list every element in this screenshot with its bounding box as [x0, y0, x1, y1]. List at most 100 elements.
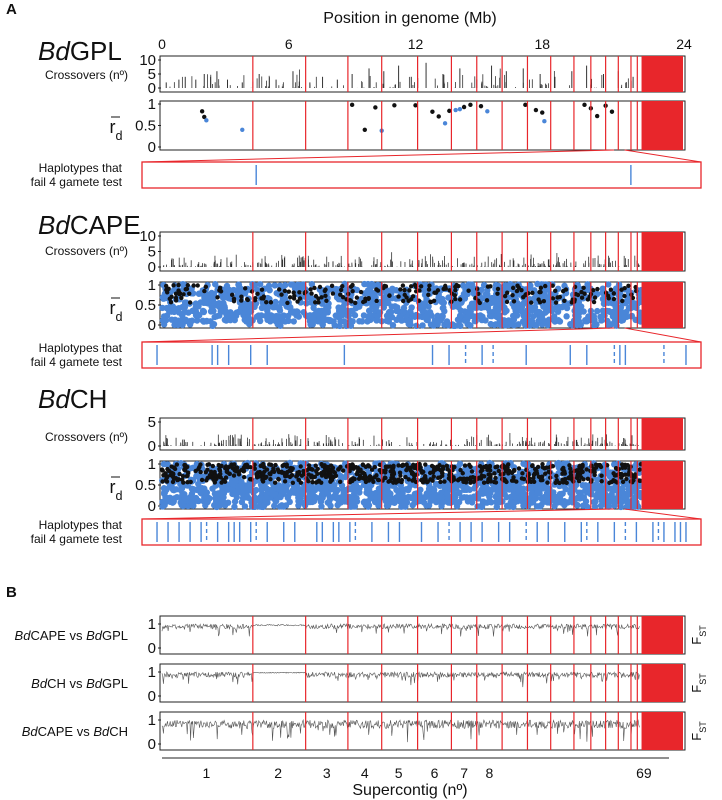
pop-2-rd-black-5	[301, 468, 306, 474]
pop-1-rd-blue-973	[383, 317, 390, 324]
pop-2-rd-black-480	[252, 466, 257, 471]
pop-1-rd-blue-887	[209, 303, 217, 310]
pop-1-rd-small-contigs-block	[641, 282, 683, 328]
pop-1-rd-blue-990	[311, 317, 318, 324]
pop-2-rd-blue-1346	[306, 485, 313, 492]
pop-1-rd-black-79	[619, 287, 624, 292]
pop-1-rd-black-30	[542, 283, 548, 289]
pop-2-rd-black-599	[160, 468, 165, 473]
pop-2-rd-blue-969	[579, 502, 587, 509]
pop-2-rd-blue-1090	[617, 503, 625, 511]
pop-0-rd-point-1-5	[457, 106, 463, 112]
pop-1-rd-blue-956	[501, 304, 508, 311]
pop-2-rd-black-58	[252, 462, 257, 467]
pop-2-rd-black-553	[599, 473, 604, 478]
pop-2-rd-blue-1459	[192, 494, 200, 502]
pop-2-rd-blue-1410	[347, 485, 354, 493]
pop-2-rd-black-153	[397, 470, 403, 475]
fst-1-comparison-label-part-1: CH	[47, 676, 66, 691]
pop-2-rd-blue-1488	[204, 498, 211, 506]
pop-1-rd-blue-1006	[368, 300, 376, 307]
pop-2-rd-black-161	[554, 478, 559, 483]
pop-2-rd-blue-1465	[458, 494, 466, 501]
pop-1-rd-blue-628	[210, 320, 218, 328]
pop-1-rd-black-139	[217, 285, 223, 291]
pop-1-rd-black-135	[202, 288, 207, 294]
pop-2-rd-black-522	[267, 471, 272, 476]
pop-1-rd-blue-450	[541, 290, 548, 298]
pop-0-rd-ylabel-part-0: r	[109, 117, 115, 137]
pop-2-zoom-right	[624, 508, 702, 520]
pop-2-rd-black-544	[632, 474, 638, 479]
pop-1-rd-black-157	[541, 299, 547, 304]
pop-2-rd-blue-1243	[391, 499, 398, 506]
pop-1-rd-blue-1055	[200, 308, 207, 315]
pop-2-rd-black-399	[396, 477, 401, 482]
pop-2-rd-black-375	[360, 475, 365, 481]
fst-2-comparison-label-part-4: CH	[109, 724, 128, 739]
pop-2-rd-black-623	[438, 479, 443, 485]
pop-2-rd-black-121	[624, 476, 629, 482]
pop-2-rd-black-581	[260, 470, 266, 476]
pop-2-rd-black-541	[268, 476, 273, 482]
pop-1-rd-black-118	[330, 291, 336, 296]
pop-1-rd-black-161	[181, 292, 186, 297]
bottom-axis-tick-7: 8	[486, 765, 494, 781]
pop-1-rd-blue-798	[188, 317, 196, 324]
pop-1-rd-blue-935	[179, 321, 186, 329]
pop-1-rd-blue-972	[265, 303, 272, 311]
pop-2-rd-black-549	[315, 471, 320, 477]
pop-1-rd-blue-901	[423, 295, 430, 303]
pop-1-rd-black-109	[431, 298, 437, 304]
pop-2-rd-black-508	[528, 479, 534, 485]
pop-2-rd-black-565	[204, 478, 209, 483]
pop-1-rd-black-136	[185, 283, 191, 288]
pop-1-rd-blue-791	[212, 281, 219, 288]
pop-2-rd-black-621	[504, 466, 510, 472]
pop-2-rd-blue-1293	[567, 489, 574, 497]
pop-1-rd-blue-698	[457, 322, 464, 330]
fst-2-fst-ylabel-main: F	[689, 733, 704, 741]
fst-0-comparison-label-part-2: vs	[66, 628, 86, 643]
pop-1-rd-black-38	[418, 284, 424, 289]
fst-2-ytick-1: 0	[148, 736, 156, 753]
pop-0-rd-ytick-0: 1	[148, 96, 156, 113]
pop-1-rd-blue-413	[459, 282, 467, 289]
fst-0-comparison-label-part-1: CAPE	[30, 628, 66, 643]
pop-0-rd-point-0-18	[594, 113, 600, 119]
pop-2-rd-blue-1496	[164, 495, 172, 502]
pop-2-rd-blue-1448	[377, 489, 384, 496]
fst-2-comparison-label-part-1: CAPE	[38, 724, 74, 739]
pop-2-rd-black-431	[577, 464, 582, 469]
pop-1-rd-black-33	[562, 298, 567, 304]
pop-1-rd-blue-1065	[591, 322, 598, 329]
pop-1-rd-black-78	[291, 290, 296, 295]
pop-2-rd-blue-921	[471, 485, 478, 492]
fst-2-fst-ylabel: FST	[689, 721, 708, 741]
pop-1-rd-black-31	[297, 296, 303, 301]
pop-1-rd-black-102	[215, 295, 220, 300]
pop-2-rd-blue-956	[173, 493, 181, 501]
pop-2-rd-blue-1214	[353, 495, 360, 502]
pop-1-rd-black-152	[287, 295, 293, 300]
pop-2-rd-black-539	[619, 462, 625, 467]
pop-2-rd-black-307	[333, 473, 339, 479]
pop-2-rd-black-92	[271, 469, 277, 474]
pop-0-crossover-small-contigs-block	[641, 56, 683, 92]
pop-0-rd-point-1-0	[204, 118, 209, 123]
pop-1-rd-blue-914	[599, 289, 606, 297]
pop-2-rd-black-290	[165, 466, 170, 472]
pop-1-rd-black-6	[195, 283, 200, 288]
pop-2-rd-black-647	[419, 468, 424, 473]
pop-1-rd-blue-1038	[536, 316, 543, 324]
pop-2-rd-blue-1238	[562, 485, 569, 493]
pop-2-rd-black-617	[531, 472, 537, 477]
pop-2-rd-black-531	[225, 469, 230, 475]
pop-2-rd-black-484	[236, 469, 242, 474]
pop-2-rd-blue-1004	[580, 494, 588, 501]
bottom-axis-tick-3: 4	[361, 765, 369, 781]
pop-2-rd-black-555	[323, 474, 329, 480]
pop-1-rd-black-194	[312, 285, 317, 291]
pop-1-rd-black-182	[398, 287, 403, 292]
pop-2-rd-black-331	[207, 473, 213, 478]
